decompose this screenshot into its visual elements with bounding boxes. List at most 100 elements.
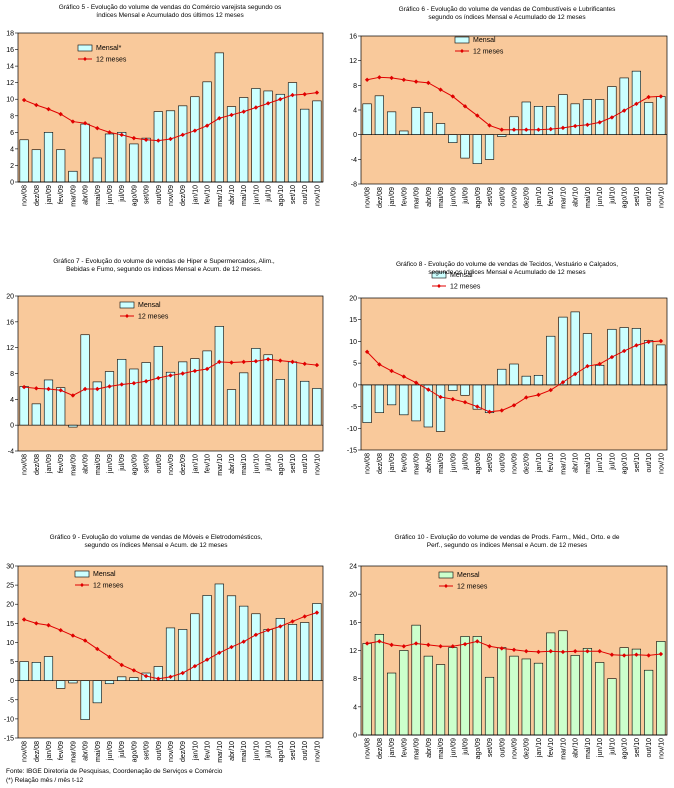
x-tick-label: dez/09 xyxy=(180,185,187,206)
chart-10-svg: 0 4 8 12 16 20 24 nov/08 dez/08 jan/09 fev/09 mar/0… xyxy=(349,564,668,760)
y-tick-label: 10 xyxy=(6,97,14,104)
line-point-abr/09 xyxy=(82,121,88,126)
y-tick-label: -4 xyxy=(351,157,357,164)
x-tick-label: fev/10 xyxy=(548,738,555,757)
y-tick-label: 10 xyxy=(349,339,357,346)
x-tick-label: out/10 xyxy=(646,453,653,473)
line-point-jan/10 xyxy=(192,128,198,133)
bar-set/10 xyxy=(287,82,298,183)
bar-set/10 xyxy=(287,624,298,681)
line-point-fev/10 xyxy=(204,123,210,128)
line-point-ago/10 xyxy=(278,97,283,102)
x-tick-label: dez/08 xyxy=(377,453,384,474)
line-point-nov/09 xyxy=(168,373,173,378)
bar-dez/09 xyxy=(521,658,531,736)
legend-swatch-bar xyxy=(74,570,90,578)
x-tick-label: set/09 xyxy=(487,738,494,757)
x-tick-label: mar/10 xyxy=(560,453,567,475)
bar-jul/09 xyxy=(460,636,470,736)
legend-label-bar: Mensal xyxy=(93,571,116,578)
chart-panel-9: Gráfico 9 - Evolução do volume de vendas… xyxy=(0,530,337,770)
x-tick-label: fev/09 xyxy=(58,741,65,760)
x-tick-label: out/09 xyxy=(156,454,163,474)
x-tick-label: jan/10 xyxy=(536,738,543,758)
y-tick-label: 16 xyxy=(6,47,14,54)
y-tick-label: 5 xyxy=(353,361,357,368)
bar-jun/09 xyxy=(448,134,458,143)
y-tick-label: 24 xyxy=(349,564,357,571)
bar-abr/09 xyxy=(80,123,90,183)
chart-5-svg: 0 2 4 6 8 10 12 14 16 18 nov/08 dez/08 jan/09 fev/09 m… xyxy=(6,31,324,207)
line-point-nov/10 xyxy=(314,90,320,95)
bar-ago/10 xyxy=(619,327,629,386)
line-point-nov/10 xyxy=(314,610,320,615)
x-tick-label: nov/09 xyxy=(168,741,175,762)
y-tick-label: 0 xyxy=(10,678,14,685)
line-point-jul/09 xyxy=(119,382,124,387)
bar-jan/09 xyxy=(387,384,397,406)
bar-ago/10 xyxy=(275,93,285,183)
line-point-abr/10 xyxy=(229,644,234,650)
line-point-mai/09 xyxy=(95,125,100,131)
x-tick-label: abr/09 xyxy=(426,453,433,473)
legend-label-line: 12 meses xyxy=(96,57,127,64)
bar-jul/09 xyxy=(117,358,127,426)
x-tick-label: nov/10 xyxy=(314,185,321,206)
bar-fev/09 xyxy=(399,130,409,135)
bar-fev/10 xyxy=(202,350,212,426)
x-tick-label: out/10 xyxy=(646,187,653,207)
bar-nov/09 xyxy=(509,363,519,386)
line-point-nov/08 xyxy=(364,77,370,82)
line-point-fev/09 xyxy=(58,388,63,393)
bar-jun/10 xyxy=(595,662,605,736)
legend-marker-line xyxy=(460,49,464,53)
x-tick-label: ago/09 xyxy=(475,738,482,760)
x-tick-label: ago/09 xyxy=(131,454,138,476)
y-tick-label: 20 xyxy=(6,602,14,609)
x-tick-label: out/10 xyxy=(302,185,309,205)
line-point-nov/09 xyxy=(511,127,517,132)
legend-label-bar: Mensal xyxy=(473,37,496,44)
x-tick-label: set/10 xyxy=(290,185,297,204)
x-tick-label: jun/09 xyxy=(450,453,457,473)
line-point-mar/09 xyxy=(70,119,76,124)
bar-jun/09 xyxy=(448,647,458,736)
bar-ago/09 xyxy=(472,636,482,736)
y-tick-label: 0 xyxy=(10,423,14,430)
line-point-jan/09 xyxy=(389,368,394,374)
x-tick-label: jan/09 xyxy=(389,187,396,207)
chart-8-svg: -15 -10 -5 0 5 10 15 20 nov/08 dez/08 jan/09 fev/09… xyxy=(347,271,668,475)
line-point-nov/10 xyxy=(658,338,664,344)
bar-jun/09 xyxy=(104,680,115,685)
bar-dez/08 xyxy=(31,149,41,183)
x-tick-label: abr/10 xyxy=(573,187,580,207)
bar-nov/09 xyxy=(509,116,519,135)
y-tick-label: -5 xyxy=(8,697,14,704)
bar-nov/09 xyxy=(165,371,176,426)
bar-mai/09 xyxy=(435,664,446,736)
line-point-mar/10 xyxy=(217,359,222,365)
footer-note: (*) Relação mês / mês t-12 xyxy=(6,777,84,784)
line-point-fev/09 xyxy=(401,374,407,379)
y-tick-label: 4 xyxy=(353,704,357,711)
x-tick-label: dez/08 xyxy=(377,187,384,208)
line-point-jan/09 xyxy=(389,75,394,81)
line-point-ago/10 xyxy=(278,358,283,363)
x-tick-label: fev/10 xyxy=(205,454,212,473)
bar-ago/10 xyxy=(619,647,629,736)
chart-panel-8: Gráfico 8 - Evolução do volume de vendas… xyxy=(337,255,674,495)
bar-set/10 xyxy=(631,648,641,736)
bar-jul/09 xyxy=(460,384,470,396)
bar-set/10 xyxy=(287,361,298,426)
x-tick-label: abr/09 xyxy=(83,741,90,761)
line-point-dez/08 xyxy=(377,362,382,367)
x-tick-label: abr/09 xyxy=(426,187,433,207)
x-tick-label: nov/09 xyxy=(512,187,519,208)
bar-jun/10 xyxy=(251,613,261,681)
y-tick-label: 15 xyxy=(6,621,14,628)
y-tick-label: 30 xyxy=(6,564,14,571)
line-point-set/10 xyxy=(290,359,295,365)
y-tick-label: -10 xyxy=(4,716,14,723)
x-tick-label: jun/10 xyxy=(253,185,260,205)
line-point-dez/09 xyxy=(180,371,185,376)
